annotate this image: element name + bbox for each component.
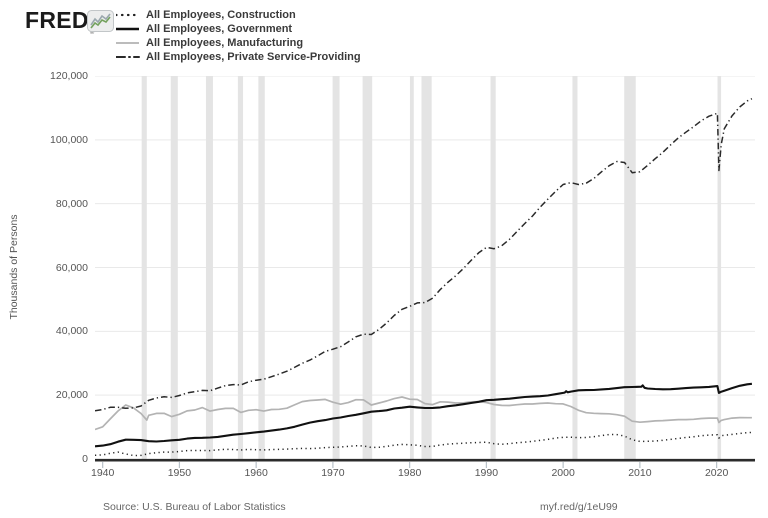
x-tick-label: 1940 <box>90 467 115 479</box>
recession-band <box>237 76 244 459</box>
y-tick-label: 0 <box>82 453 88 465</box>
legend-label: All Employees, Private Service-Providing <box>146 51 361 63</box>
series-line-construction <box>95 431 752 457</box>
legend-line-sample <box>116 13 140 17</box>
registered-trademark-icon: ® <box>89 30 95 36</box>
legend-item-manufacturing: All Employees, Manufacturing <box>116 36 361 50</box>
recession-band <box>572 76 578 459</box>
x-tick-label: 2010 <box>628 467 652 479</box>
fred-short-link[interactable]: myf.red/g/1eU99 <box>540 501 618 513</box>
legend-line-sample <box>116 42 139 44</box>
x-tick-label: 1980 <box>397 467 422 479</box>
recession-band <box>258 76 265 459</box>
legend-line-sample <box>116 27 139 31</box>
x-tick-label: 1960 <box>244 467 268 479</box>
y-tick-label: 120,000 <box>50 70 88 82</box>
legend-label: All Employees, Government <box>146 23 293 35</box>
series-line-government <box>95 382 753 448</box>
legend-item-private_service_providing: All Employees, Private Service-Providing <box>116 50 361 64</box>
x-tick-label: 1970 <box>321 467 345 479</box>
legend-line-sample <box>116 56 140 58</box>
series-line-private_service_providing <box>95 98 753 412</box>
y-tick-label: 60,000 <box>55 261 88 274</box>
recession-band <box>141 76 147 459</box>
fred-logo: FRED® <box>25 7 95 36</box>
x-tick-label: 1950 <box>167 467 192 479</box>
recession-band <box>421 76 432 459</box>
recession-band <box>170 76 178 459</box>
recession-band <box>332 76 340 459</box>
recession-band <box>490 76 496 459</box>
y-tick-label: 100,000 <box>50 133 88 146</box>
source-note: Source: U.S. Bureau of Labor Statistics <box>103 501 286 513</box>
legend-label: All Employees, Construction <box>146 9 296 21</box>
legend-label: All Employees, Manufacturing <box>146 37 304 49</box>
fred-sparkline-icon <box>87 10 114 32</box>
y-tick-label: 40,000 <box>55 325 88 338</box>
x-tick-label: 2000 <box>551 467 575 479</box>
legend-item-construction: All Employees, Construction <box>116 8 361 22</box>
recession-band <box>717 76 722 459</box>
fred-logo-text: FRED <box>25 7 89 33</box>
y-tick-label: 20,000 <box>55 389 88 402</box>
y-tick-label: 80,000 <box>55 197 88 210</box>
x-tick-label: 1990 <box>474 467 499 479</box>
legend: All Employees, Construction All Employees… <box>116 8 361 64</box>
legend-item-government: All Employees, Government <box>116 22 361 36</box>
recession-band <box>624 76 636 459</box>
y-axis-title: Thousands of Persons <box>8 214 20 320</box>
recession-band <box>205 76 213 459</box>
recession-band <box>362 76 373 459</box>
plot-area <box>95 76 755 468</box>
x-tick-label: 2020 <box>704 467 729 479</box>
series-line-manufacturing <box>95 396 752 431</box>
recession-band <box>409 76 414 459</box>
